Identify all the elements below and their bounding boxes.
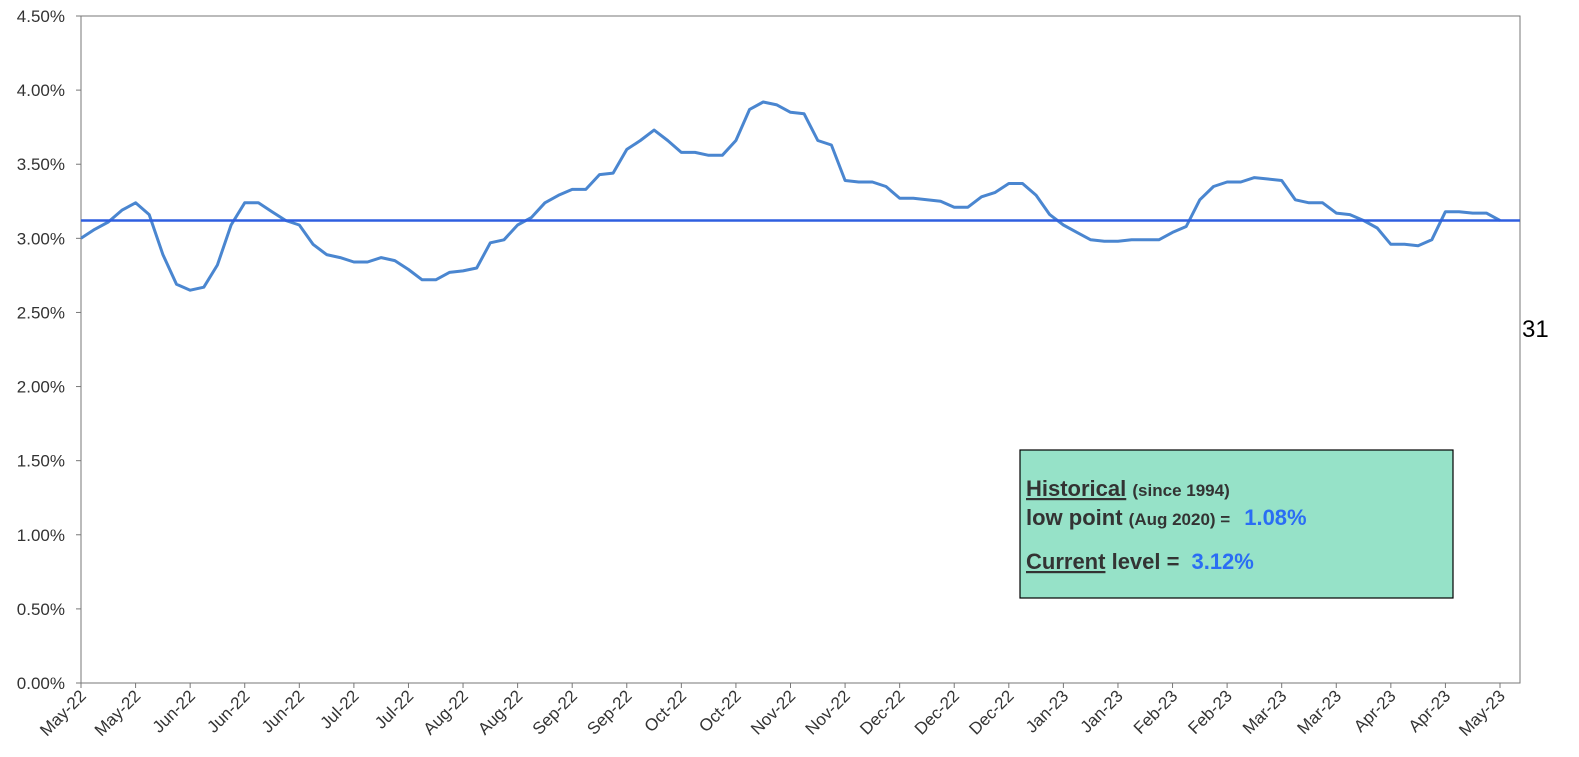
- annotation-text: (Aug 2020) =: [1129, 510, 1231, 529]
- y-tick-label: 0.00%: [17, 674, 65, 693]
- x-tick-label: May-22: [91, 686, 145, 740]
- y-tick-label: 1.00%: [17, 526, 65, 545]
- x-tick-label: Feb-23: [1130, 686, 1182, 738]
- annotation-line: low point (Aug 2020) = 1.08%: [1026, 505, 1307, 530]
- y-tick-label: 2.00%: [17, 378, 65, 397]
- annotation-text: low point: [1026, 505, 1123, 530]
- x-tick-label: Jan-23: [1022, 686, 1072, 736]
- y-tick-label: 1.50%: [17, 452, 65, 471]
- x-tick-label: Jun-22: [258, 686, 308, 736]
- x-tick-label: Apr-23: [1350, 686, 1400, 736]
- x-tick-label: Aug-22: [420, 686, 472, 738]
- x-tick-label: May-23: [1455, 686, 1509, 740]
- page-number: 31: [1522, 316, 1549, 343]
- annotation-box: [1019, 449, 1454, 599]
- annotation-text: level =: [1112, 549, 1180, 574]
- x-tick-label: May-22: [36, 686, 90, 740]
- x-tick-label: Nov-22: [802, 686, 854, 738]
- plot: 0.00% 0.50% 1.00% 1.50% 2.00% 2.50% 3.00% 3.50%…: [17, 7, 1521, 740]
- x-tick-label: Mar-23: [1239, 686, 1291, 738]
- y-tick-label: 4.50%: [17, 7, 65, 26]
- annotation-line: Current level = 3.12%: [1026, 549, 1254, 574]
- x-tick-label: Sep-22: [583, 686, 635, 738]
- x-tick-label: Oct-22: [641, 686, 691, 736]
- x-tick-label: Jul-22: [371, 686, 417, 732]
- y-tick-label: 0.50%: [17, 600, 65, 619]
- y-tick-label: 2.50%: [17, 303, 65, 322]
- x-tick-label: Jun-22: [203, 686, 253, 736]
- annotation-line: Historical (since 1994): [1026, 476, 1230, 501]
- x-tick-label: Feb-23: [1184, 686, 1236, 738]
- x-tick-label: Aug-22: [474, 686, 526, 738]
- x-tick-label: Oct-22: [695, 686, 745, 736]
- x-tick-label: Dec-22: [856, 686, 908, 738]
- y-tick-label: 4.00%: [17, 81, 65, 100]
- series-line: [80, 100, 1501, 292]
- y-tick-label: 3.50%: [17, 155, 65, 174]
- annotation-text: (since 1994): [1132, 481, 1229, 500]
- x-tick-label: Jul-22: [317, 686, 363, 732]
- x-tick-label: Mar-23: [1294, 686, 1346, 738]
- plot-frame: [80, 15, 1521, 684]
- x-tick-label: Dec-22: [965, 686, 1017, 738]
- annotation-text: Current: [1026, 549, 1106, 574]
- y-tick-label: 3.00%: [17, 229, 65, 248]
- x-tick-label: Nov-22: [747, 686, 799, 738]
- x-tick-label: Jun-22: [149, 686, 199, 736]
- x-tick-label: Jan-23: [1077, 686, 1127, 736]
- x-tick-label: Sep-22: [529, 686, 581, 738]
- x-tick-label: Apr-23: [1405, 686, 1455, 736]
- annotation-value: 3.12%: [1191, 549, 1253, 574]
- x-tick-label: Dec-22: [911, 686, 963, 738]
- annotation-text: Historical: [1026, 476, 1126, 501]
- annotation-value: 1.08%: [1244, 505, 1306, 530]
